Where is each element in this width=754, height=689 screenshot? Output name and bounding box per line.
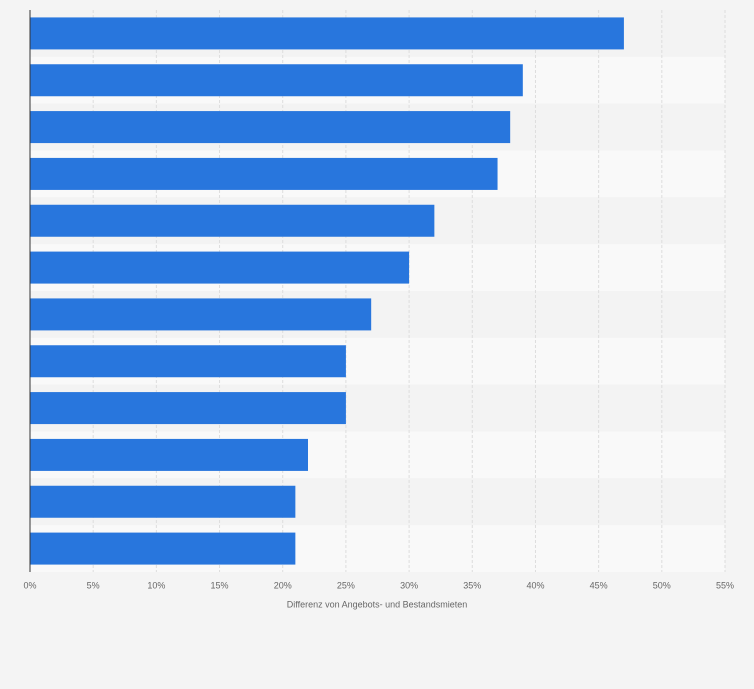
bar xyxy=(30,64,523,97)
x-tick-label: 50% xyxy=(653,580,671,590)
x-tick-label: 55% xyxy=(716,580,734,590)
x-tick-label: 10% xyxy=(147,580,165,590)
bar xyxy=(30,438,308,471)
x-axis-label: Differenz von Angebots- und Bestandsmiet… xyxy=(287,599,467,609)
bar xyxy=(30,485,296,518)
bar xyxy=(30,17,624,50)
x-tick-label: 25% xyxy=(337,580,355,590)
bar xyxy=(30,111,511,144)
x-tick-label: 40% xyxy=(526,580,544,590)
x-tick-label: 5% xyxy=(87,580,100,590)
x-tick-label: 15% xyxy=(211,580,229,590)
bar xyxy=(30,392,346,425)
x-tick-label: 35% xyxy=(463,580,481,590)
bar xyxy=(30,204,435,237)
x-tick-label: 45% xyxy=(590,580,608,590)
bar xyxy=(30,345,346,378)
x-tick-label: 0% xyxy=(23,580,36,590)
bar xyxy=(30,298,372,331)
bar xyxy=(30,251,410,284)
bar xyxy=(30,157,498,190)
x-tick-label: 20% xyxy=(274,580,292,590)
bar xyxy=(30,532,296,565)
x-tick-label: 30% xyxy=(400,580,418,590)
